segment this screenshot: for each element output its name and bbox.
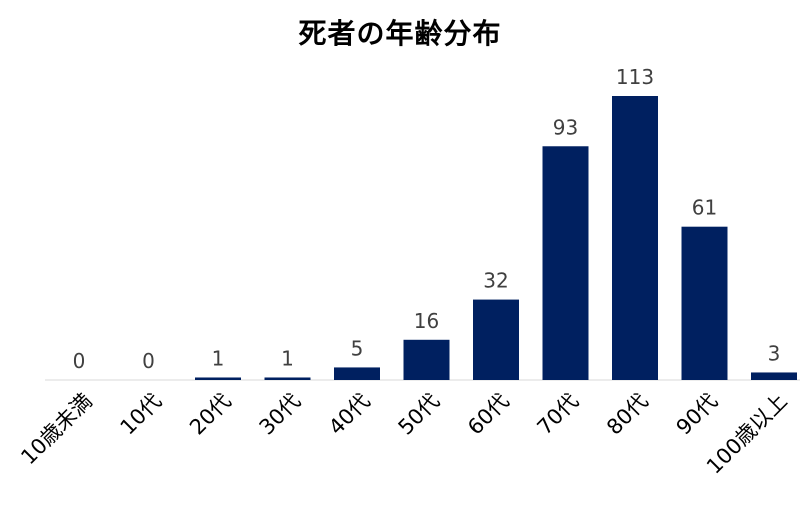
category-label-9: 90代 bbox=[672, 389, 723, 440]
bar-4 bbox=[334, 367, 380, 380]
category-label-1: 10代 bbox=[116, 389, 167, 440]
category-label-4: 40代 bbox=[324, 389, 375, 440]
value-label-8: 113 bbox=[616, 65, 654, 89]
value-label-10: 3 bbox=[768, 341, 781, 365]
category-label-2: 20代 bbox=[185, 389, 236, 440]
value-label-5: 16 bbox=[414, 309, 439, 333]
value-label-0: 0 bbox=[73, 349, 86, 373]
bar-3 bbox=[264, 377, 311, 380]
bar-9 bbox=[681, 226, 728, 380]
value-label-3: 1 bbox=[281, 346, 294, 370]
value-label-4: 5 bbox=[351, 336, 364, 360]
category-label-5: 50代 bbox=[394, 389, 445, 440]
value-label-6: 32 bbox=[483, 269, 508, 293]
bar-5 bbox=[403, 339, 450, 380]
bars-group bbox=[195, 96, 797, 380]
bar-6 bbox=[473, 299, 519, 380]
value-label-9: 61 bbox=[692, 196, 717, 220]
value-labels-group: 0 0 1 1 5 16 32 93 113 61 3 bbox=[73, 65, 781, 373]
category-label-6: 60代 bbox=[463, 389, 514, 440]
category-label-7: 70代 bbox=[533, 389, 584, 440]
bar-7 bbox=[542, 146, 589, 380]
category-label-0: 10歳未満 bbox=[16, 389, 96, 469]
chart-title: 死者の年齢分布 bbox=[298, 17, 502, 50]
value-label-2: 1 bbox=[212, 346, 225, 370]
bar-10 bbox=[751, 372, 797, 380]
bar-2 bbox=[195, 377, 241, 380]
value-label-1: 0 bbox=[142, 349, 155, 373]
category-label-8: 80代 bbox=[602, 389, 653, 440]
value-label-7: 93 bbox=[553, 115, 578, 139]
bar-8 bbox=[612, 96, 658, 380]
category-label-3: 30代 bbox=[255, 389, 306, 440]
